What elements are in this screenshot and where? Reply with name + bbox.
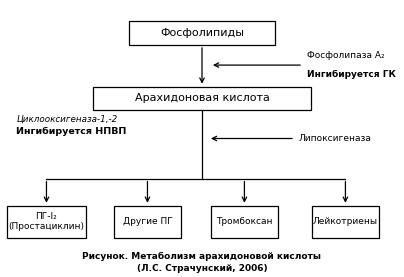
FancyBboxPatch shape — [114, 206, 181, 237]
Text: Другие ПГ: Другие ПГ — [122, 217, 173, 226]
Text: Тромбоксан: Тромбоксан — [216, 217, 273, 226]
Text: Ингибируется НПВП: Ингибируется НПВП — [16, 127, 126, 136]
FancyBboxPatch shape — [211, 206, 278, 237]
Text: Ингибируется ГК: Ингибируется ГК — [307, 70, 396, 79]
Text: Фосфолипиды: Фосфолипиды — [160, 28, 244, 38]
Text: Лейкотриены: Лейкотриены — [313, 217, 378, 226]
Text: Липоксигеназа: Липоксигеназа — [299, 134, 372, 143]
FancyBboxPatch shape — [312, 206, 379, 237]
Text: ПГ-I₂
(Простациклин): ПГ-I₂ (Простациклин) — [8, 212, 84, 231]
FancyBboxPatch shape — [93, 86, 311, 110]
Text: Фосфолипаза А₂: Фосфолипаза А₂ — [307, 51, 385, 60]
Text: Арахидоновая кислота: Арахидоновая кислота — [135, 93, 269, 103]
FancyBboxPatch shape — [7, 206, 86, 237]
Text: Циклооксигеназа-1,-2: Циклооксигеназа-1,-2 — [16, 115, 118, 124]
Text: (Л.С. Страчунский, 2006): (Л.С. Страчунский, 2006) — [137, 264, 267, 273]
FancyBboxPatch shape — [129, 22, 275, 45]
Text: Рисунок. Метаболизм арахидоновой кислоты: Рисунок. Метаболизм арахидоновой кислоты — [82, 252, 322, 261]
